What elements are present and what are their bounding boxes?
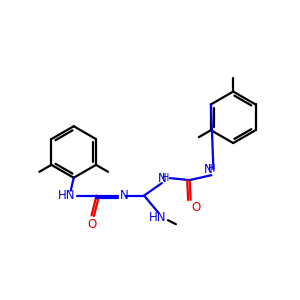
Text: N: N — [158, 172, 166, 184]
Text: O: O — [87, 218, 96, 231]
Text: N: N — [204, 163, 213, 176]
Text: HN: HN — [149, 211, 167, 224]
Text: N: N — [120, 189, 129, 202]
Text: O: O — [191, 201, 200, 214]
Text: H: H — [208, 164, 215, 174]
Text: HN: HN — [58, 189, 76, 202]
Text: H: H — [162, 173, 169, 183]
